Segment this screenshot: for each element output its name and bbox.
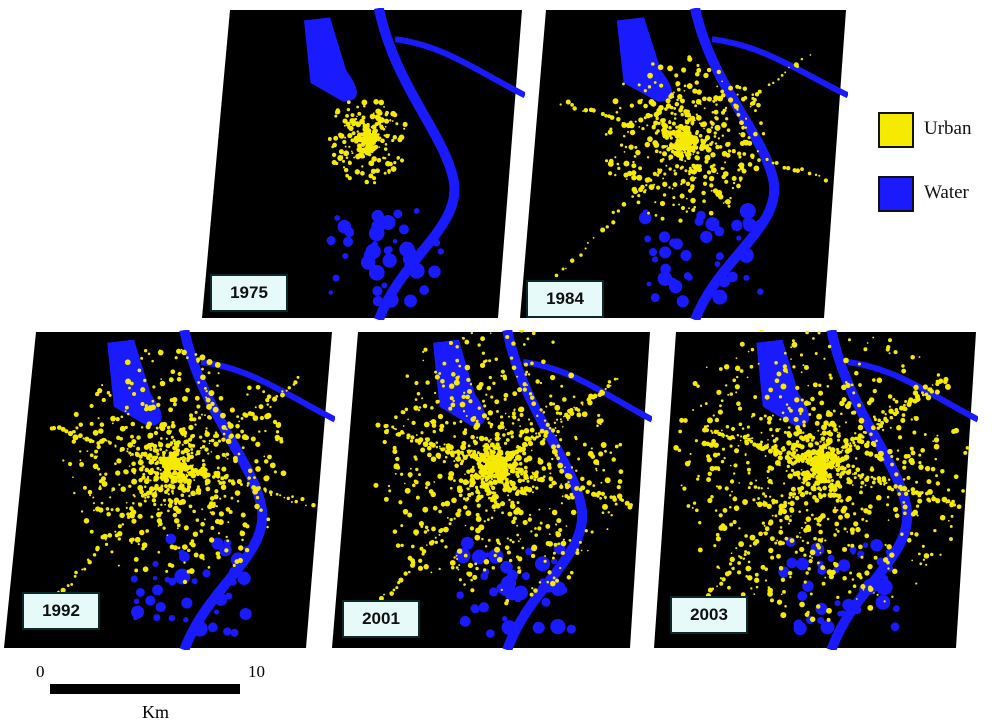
urban-swatch	[878, 112, 914, 148]
map-2001	[332, 330, 652, 650]
scale-max-label: 10	[248, 662, 265, 681]
year-label: 2003	[670, 596, 748, 634]
urban-areas	[673, 330, 970, 623]
scale-unit-label: Km	[142, 702, 169, 722]
urban-areas	[36, 348, 316, 621]
map-panel-2003: 2003	[652, 330, 978, 650]
year-label: 1975	[210, 274, 288, 312]
year-label: 1992	[22, 592, 100, 630]
scale-bar-line	[50, 684, 240, 694]
urban-areas	[327, 99, 408, 185]
legend-label: Urban	[924, 118, 972, 139]
map-1975	[202, 8, 525, 320]
water-bodies	[304, 8, 525, 320]
year-label: 1984	[526, 280, 604, 318]
map-panel-1992: 1992	[0, 330, 335, 650]
map-2003	[654, 330, 978, 650]
urban-areas	[360, 330, 633, 622]
map-1984	[520, 8, 848, 320]
map-1992	[4, 330, 335, 650]
scale-bar: 0 10 Km	[30, 662, 290, 726]
map-panel-2001: 2001	[330, 330, 652, 650]
map-panel-1975: 1975	[200, 8, 525, 320]
water-swatch	[878, 176, 914, 212]
year-label: 2001	[342, 600, 420, 638]
scale-min-label: 0	[36, 662, 45, 681]
map-panel-1984: 1984	[508, 8, 848, 320]
legend-label: Water	[924, 182, 969, 203]
urban-areas	[546, 54, 829, 291]
